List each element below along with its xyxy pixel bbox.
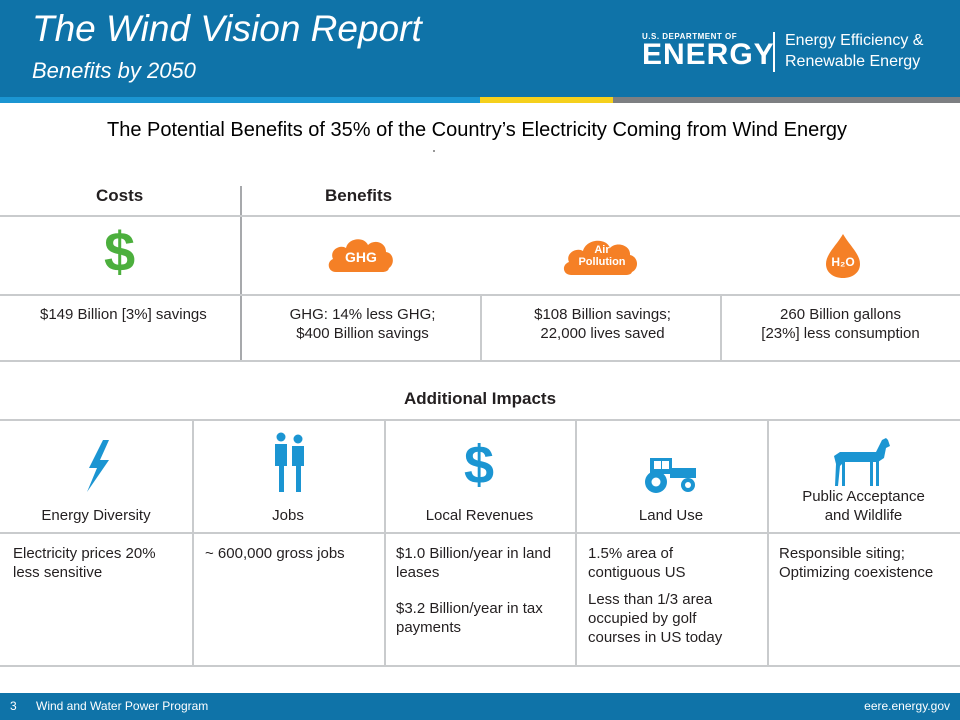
water-drop-icon (826, 234, 860, 278)
air-label-line2: Pollution (578, 256, 626, 268)
ghg-label: GHG (345, 249, 377, 265)
tax-payments-line2: payments (396, 619, 462, 636)
logo-eere-line1: Energy Efficiency & (785, 32, 924, 49)
table2-vline-1 (192, 419, 194, 666)
footer-bar: 3 Wind and Water Power Program eere.ener… (0, 693, 960, 720)
table2-vline-2 (384, 419, 386, 666)
main-title: The Potential Benefits of 35% of the Cou… (107, 119, 847, 141)
local-revenues-dollar-icon: $ (464, 435, 495, 495)
costs-heading: Costs (96, 186, 144, 205)
local-revenues-label: Local Revenues (425, 507, 534, 524)
header-bar: The Wind Vision Report Benefits by 2050 … (0, 0, 960, 97)
water-value-line2: [23%] less consumption (761, 325, 920, 342)
logo-small-text: U.S. DEPARTMENT OF (642, 32, 738, 41)
public-acceptance-label-line2: and Wildlife (824, 507, 903, 524)
additional-impacts-heading: Additional Impacts (403, 389, 557, 408)
stripe-gray (613, 97, 960, 103)
tractor-icon (645, 458, 696, 493)
stripe-yellow (480, 97, 613, 103)
table2-vline-3 (575, 419, 577, 666)
table2-vline-4 (767, 419, 769, 666)
air-value-line1: $108 Billion savings; (534, 306, 671, 323)
slide-title: The Wind Vision Report (32, 8, 422, 49)
program-name: Wind and Water Power Program (36, 699, 209, 713)
website-link[interactable]: eere.energy.gov (864, 699, 950, 713)
water-label: H₂O (831, 255, 855, 269)
people-icon (275, 432, 304, 492)
golf-courses-line1: Less than 1/3 area (588, 591, 713, 608)
ghg-value-line2: $400 Billion savings (296, 325, 429, 342)
jobs-value: ~ 600,000 gross jobs (205, 545, 345, 562)
energy-diversity-label: Energy Diversity (41, 507, 151, 524)
energy-diversity-value-line1: Electricity prices 20% (13, 545, 156, 562)
table1-vline-2 (480, 294, 482, 361)
stripe-blue (0, 97, 480, 103)
logo-eere-line2: Renewable Energy (785, 53, 921, 70)
land-use-value-line1: 1.5% area of (588, 545, 674, 562)
golf-courses-line3: courses in US today (588, 629, 723, 646)
tax-payments-line1: $3.2 Billion/year in tax (396, 600, 543, 617)
page-number: 3 (10, 699, 17, 713)
public-acceptance-value-line1: Responsible siting; (779, 545, 905, 562)
slide-subtitle: Benefits by 2050 (32, 58, 196, 83)
table2-line-bottom (0, 665, 960, 667)
water-value-line1: 260 Billion gallons (780, 306, 901, 323)
land-use-label: Land Use (638, 507, 704, 524)
air-value-line2: 22,000 lives saved (540, 325, 665, 342)
stray-dot (433, 150, 435, 152)
land-leases-line1: $1.0 Billion/year in land (396, 545, 552, 562)
land-leases-line2: leases (396, 564, 440, 581)
dollar-icon: $ (104, 220, 136, 283)
table1-vline-3 (720, 294, 722, 361)
ghg-value-line1: GHG: 14% less GHG; (289, 306, 436, 323)
public-acceptance-value-line2: Optimizing coexistence (779, 564, 934, 581)
air-pollution-cloud-icon (563, 240, 638, 275)
energy-diversity-value-line2: less sensitive (13, 564, 103, 581)
table1-line-bottom (0, 360, 960, 362)
table1-line-top (0, 215, 960, 217)
air-label-line1: Air (594, 244, 610, 256)
jobs-label: Jobs (272, 507, 304, 524)
costs-value: $149 Billion [3%] savings (40, 306, 207, 323)
public-acceptance-label-line1: Public Acceptance (802, 488, 925, 505)
ghg-cloud-icon (328, 239, 393, 272)
golf-courses-line2: occupied by golf (588, 610, 697, 627)
table2-line-mid (0, 532, 960, 534)
logo-divider (773, 32, 775, 72)
benefits-heading: Benefits (325, 186, 393, 205)
costs-benefits-divider (240, 186, 242, 361)
lightning-icon (87, 440, 109, 492)
deer-icon (834, 438, 890, 486)
table2-line-top (0, 419, 960, 421)
logo-energy-text: ENERGY (642, 38, 775, 71)
land-use-value-line2: contiguous US (588, 564, 686, 581)
